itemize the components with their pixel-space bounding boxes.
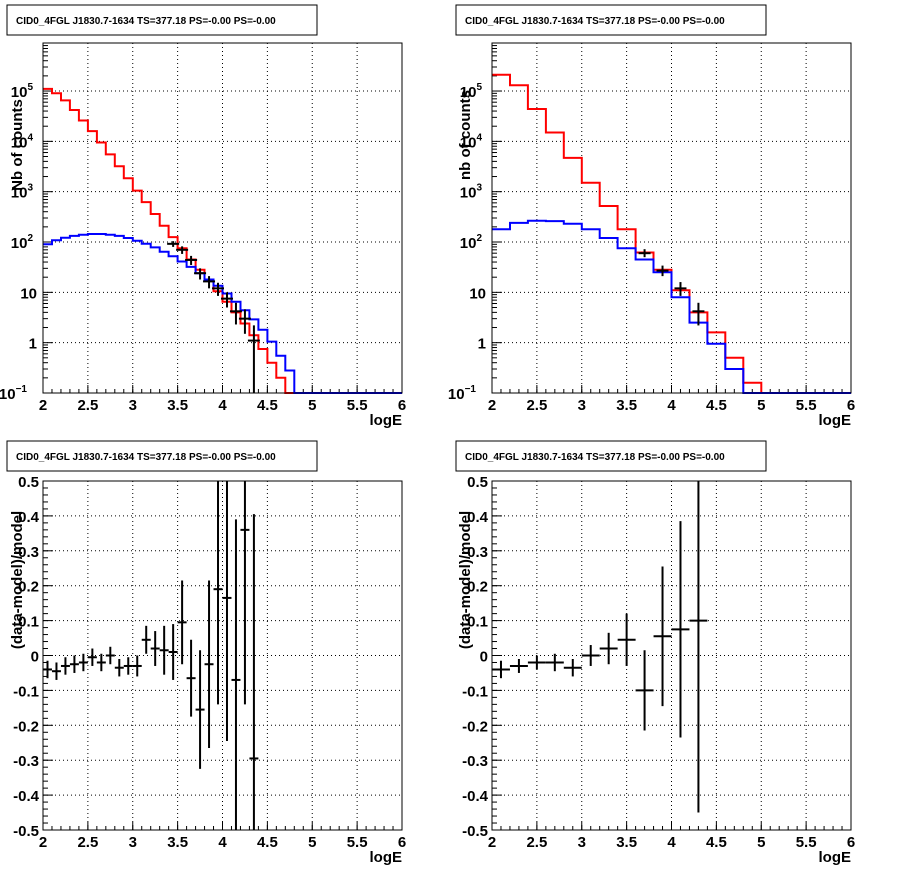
y-tick-label: 105 bbox=[460, 82, 483, 101]
y-axis-label: nb of counts bbox=[457, 90, 474, 180]
x-tick-label: 2 bbox=[488, 834, 496, 851]
x-tick-label: 3.5 bbox=[616, 397, 637, 414]
plot-frame bbox=[42, 42, 403, 394]
title-box bbox=[455, 4, 767, 36]
y-tick-label: -0.3 bbox=[13, 753, 39, 770]
x-tick-label: 2 bbox=[488, 397, 496, 414]
panel-residuals-left: CID0_4FGL J1830.7-1634 TS=377.18 PS=-0.0… bbox=[6, 440, 406, 866]
y-tick-label: 10 bbox=[20, 285, 37, 302]
chart-title: CID0_4FGL J1830.7-1634 TS=377.18 PS=-0.0… bbox=[465, 16, 725, 27]
panel-counts-right: CID0_4FGL J1830.7-1634 TS=377.18 PS=-0.0… bbox=[448, 4, 855, 429]
x-tick-label: 5.5 bbox=[796, 834, 817, 851]
source-model-histogram bbox=[43, 233, 402, 394]
y-tick-label: -0.1 bbox=[462, 683, 488, 700]
y-tick-label: 104 bbox=[11, 132, 34, 151]
x-tick-label: 2 bbox=[39, 397, 47, 414]
y-tick-label: 102 bbox=[11, 233, 34, 252]
x-tick-label: 5 bbox=[757, 834, 765, 851]
x-tick-label: 3.5 bbox=[167, 397, 188, 414]
panel-counts-left: CID0_4FGL J1830.7-1634 TS=377.18 PS=-0.0… bbox=[0, 4, 406, 429]
x-tick-label: 4 bbox=[667, 397, 676, 414]
title-box bbox=[455, 440, 767, 472]
x-tick-label: 3.5 bbox=[616, 834, 637, 851]
x-axis-label: logE bbox=[819, 412, 852, 429]
y-tick-label: 0 bbox=[480, 649, 488, 666]
y-tick-label: 104 bbox=[460, 132, 483, 151]
y-tick-label: 105 bbox=[11, 82, 34, 101]
plot-frame bbox=[491, 480, 852, 831]
total-model-histogram bbox=[492, 73, 851, 394]
x-tick-label: 5.5 bbox=[796, 397, 817, 414]
x-tick-label: 2.5 bbox=[526, 834, 547, 851]
x-tick-label: 5.5 bbox=[347, 397, 368, 414]
x-tick-label: 6 bbox=[398, 834, 406, 851]
y-tick-label: 103 bbox=[11, 183, 34, 202]
x-tick-label: 5 bbox=[308, 834, 316, 851]
y-tick-label: 10 bbox=[469, 285, 486, 302]
y-tick-label: 0.5 bbox=[18, 474, 39, 491]
x-tick-label: 6 bbox=[847, 397, 855, 414]
x-tick-label: 3 bbox=[578, 397, 586, 414]
x-tick-label: 5.5 bbox=[347, 834, 368, 851]
y-tick-label: 0.3 bbox=[467, 544, 488, 561]
x-tick-label: 3 bbox=[129, 834, 137, 851]
y-tick-label: 1 bbox=[29, 336, 37, 353]
y-tick-label: -0.2 bbox=[462, 718, 488, 735]
x-tick-label: 3.5 bbox=[167, 834, 188, 851]
x-tick-label: 4 bbox=[218, 834, 227, 851]
y-axis-label: (data-model)/model bbox=[457, 511, 474, 649]
x-axis-label: logE bbox=[370, 849, 403, 866]
x-tick-label: 4.5 bbox=[706, 834, 727, 851]
x-tick-label: 4.5 bbox=[257, 834, 278, 851]
x-tick-label: 4.5 bbox=[706, 397, 727, 414]
x-tick-label: 6 bbox=[847, 834, 855, 851]
y-tick-label: 0.3 bbox=[18, 544, 39, 561]
chart-title: CID0_4FGL J1830.7-1634 TS=377.18 PS=-0.0… bbox=[465, 452, 725, 463]
y-tick-label: 0.4 bbox=[467, 509, 489, 526]
chart-title: CID0_4FGL J1830.7-1634 TS=377.18 PS=-0.0… bbox=[16, 16, 276, 27]
x-tick-label: 4 bbox=[667, 834, 676, 851]
title-box bbox=[6, 440, 318, 472]
y-tick-label: 102 bbox=[460, 233, 483, 252]
y-tick-label: -0.3 bbox=[462, 753, 488, 770]
y-tick-label: -0.4 bbox=[462, 788, 489, 805]
x-tick-label: 5 bbox=[757, 397, 765, 414]
y-tick-label: -0.5 bbox=[13, 823, 39, 840]
x-tick-label: 2.5 bbox=[526, 397, 547, 414]
plot-frame bbox=[42, 480, 403, 831]
y-tick-label: -0.4 bbox=[13, 788, 40, 805]
y-tick-label: 0.1 bbox=[467, 614, 488, 631]
y-tick-label: 0.5 bbox=[467, 474, 488, 491]
x-tick-label: 5 bbox=[308, 397, 316, 414]
y-tick-label: -0.1 bbox=[13, 683, 39, 700]
y-tick-label: 103 bbox=[460, 183, 483, 202]
plot-frame bbox=[491, 42, 852, 394]
chart-title: CID0_4FGL J1830.7-1634 TS=377.18 PS=-0.0… bbox=[16, 452, 276, 463]
x-axis-label: logE bbox=[370, 412, 403, 429]
y-axis-label: (data-model)/model bbox=[9, 511, 26, 649]
x-tick-label: 3 bbox=[578, 834, 586, 851]
y-tick-label: 0.2 bbox=[18, 579, 39, 596]
y-tick-label: 0 bbox=[31, 649, 39, 666]
x-tick-label: 2.5 bbox=[77, 834, 98, 851]
x-tick-label: 3 bbox=[129, 397, 137, 414]
x-tick-label: 4.5 bbox=[257, 397, 278, 414]
x-tick-label: 6 bbox=[398, 397, 406, 414]
y-tick-label: -0.2 bbox=[13, 718, 39, 735]
y-tick-label: 10−1 bbox=[448, 384, 477, 403]
title-box bbox=[6, 4, 318, 36]
x-tick-label: 2 bbox=[39, 834, 47, 851]
y-tick-label: 0.4 bbox=[18, 509, 40, 526]
x-tick-label: 4 bbox=[218, 397, 227, 414]
y-tick-label: 0.1 bbox=[18, 614, 39, 631]
x-tick-label: 2.5 bbox=[77, 397, 98, 414]
panel-residuals-right: CID0_4FGL J1830.7-1634 TS=377.18 PS=-0.0… bbox=[455, 440, 855, 866]
y-tick-label: 10−1 bbox=[0, 384, 27, 403]
y-tick-label: 1 bbox=[478, 336, 486, 353]
x-axis-label: logE bbox=[819, 849, 852, 866]
y-tick-label: 0.2 bbox=[467, 579, 488, 596]
y-axis-label: Nb of counts bbox=[9, 99, 26, 191]
y-tick-label: -0.5 bbox=[462, 823, 488, 840]
